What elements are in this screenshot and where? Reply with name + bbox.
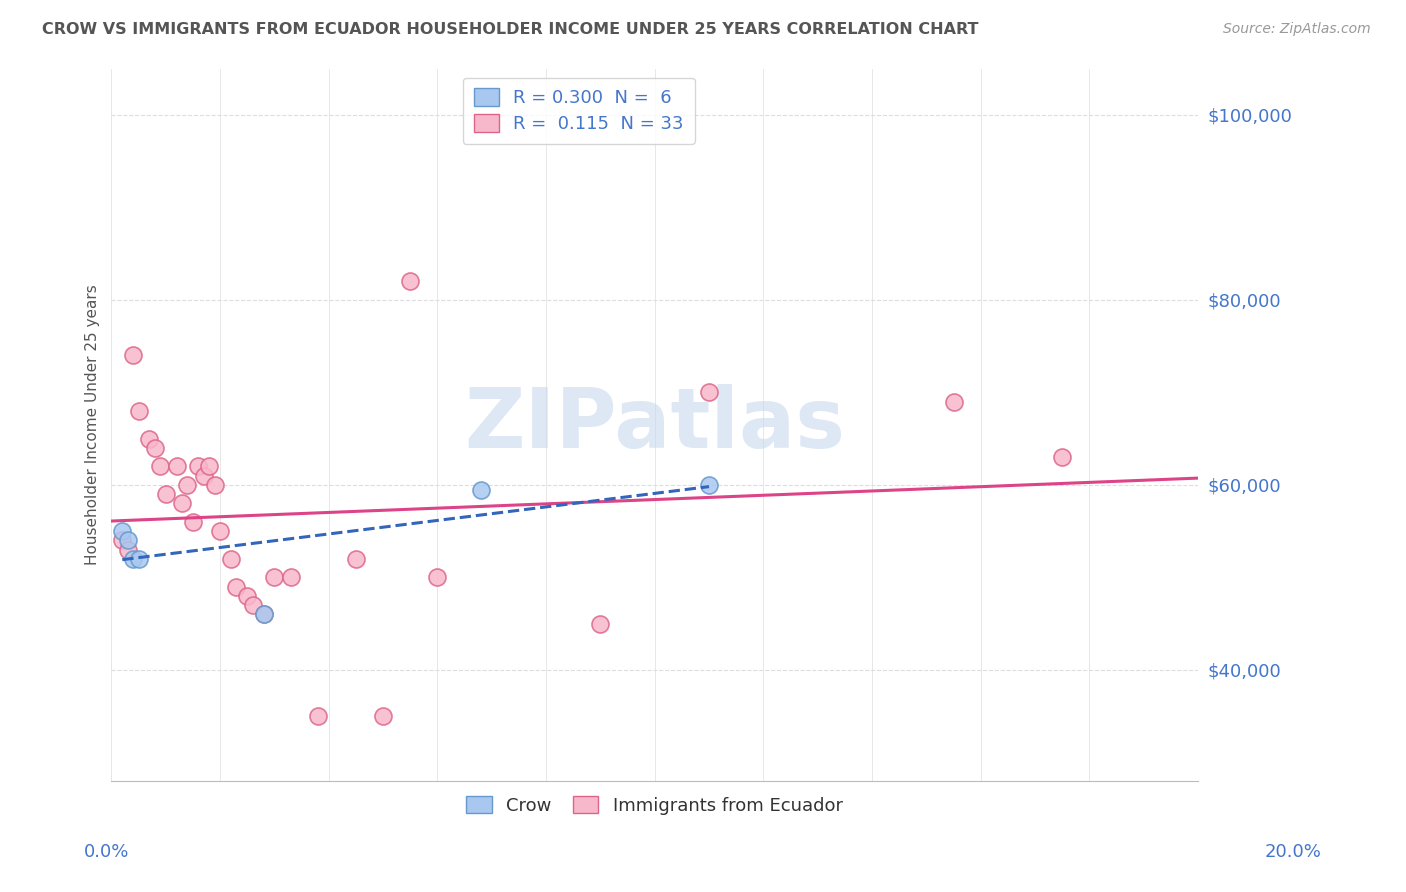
Point xyxy=(942,394,965,409)
Point xyxy=(371,709,394,723)
Y-axis label: Householder Income Under 25 years: Householder Income Under 25 years xyxy=(86,285,100,566)
Point xyxy=(128,404,150,418)
Point xyxy=(399,274,422,288)
Point xyxy=(1050,450,1073,464)
Point xyxy=(209,524,232,538)
Point xyxy=(111,533,134,548)
Text: 20.0%: 20.0% xyxy=(1265,843,1322,861)
Point xyxy=(697,478,720,492)
Text: Source: ZipAtlas.com: Source: ZipAtlas.com xyxy=(1223,22,1371,37)
Point xyxy=(155,487,177,501)
Text: CROW VS IMMIGRANTS FROM ECUADOR HOUSEHOLDER INCOME UNDER 25 YEARS CORRELATION CH: CROW VS IMMIGRANTS FROM ECUADOR HOUSEHOL… xyxy=(42,22,979,37)
Point xyxy=(122,552,145,566)
Point xyxy=(697,385,720,400)
Point xyxy=(122,348,145,362)
Point xyxy=(470,483,492,497)
Point xyxy=(117,533,139,548)
Point xyxy=(236,589,259,603)
Text: ZIPatlas: ZIPatlas xyxy=(464,384,845,466)
Point xyxy=(252,607,274,622)
Point xyxy=(149,459,172,474)
Point xyxy=(176,478,198,492)
Point xyxy=(128,552,150,566)
Point xyxy=(143,441,166,455)
Point xyxy=(117,542,139,557)
Point xyxy=(307,709,329,723)
Point xyxy=(198,459,221,474)
Point xyxy=(193,468,215,483)
Point xyxy=(589,616,612,631)
Text: 0.0%: 0.0% xyxy=(84,843,129,861)
Point xyxy=(166,459,188,474)
Point xyxy=(170,496,193,510)
Point xyxy=(204,478,226,492)
Point xyxy=(138,432,160,446)
Point xyxy=(252,607,274,622)
Point xyxy=(219,552,242,566)
Point xyxy=(263,570,285,584)
Point xyxy=(111,524,134,538)
Legend: Crow, Immigrants from Ecuador: Crow, Immigrants from Ecuador xyxy=(456,785,853,825)
Point xyxy=(181,515,204,529)
Point xyxy=(187,459,209,474)
Point xyxy=(242,598,264,612)
Point xyxy=(426,570,449,584)
Point xyxy=(225,580,247,594)
Point xyxy=(280,570,302,584)
Point xyxy=(344,552,367,566)
